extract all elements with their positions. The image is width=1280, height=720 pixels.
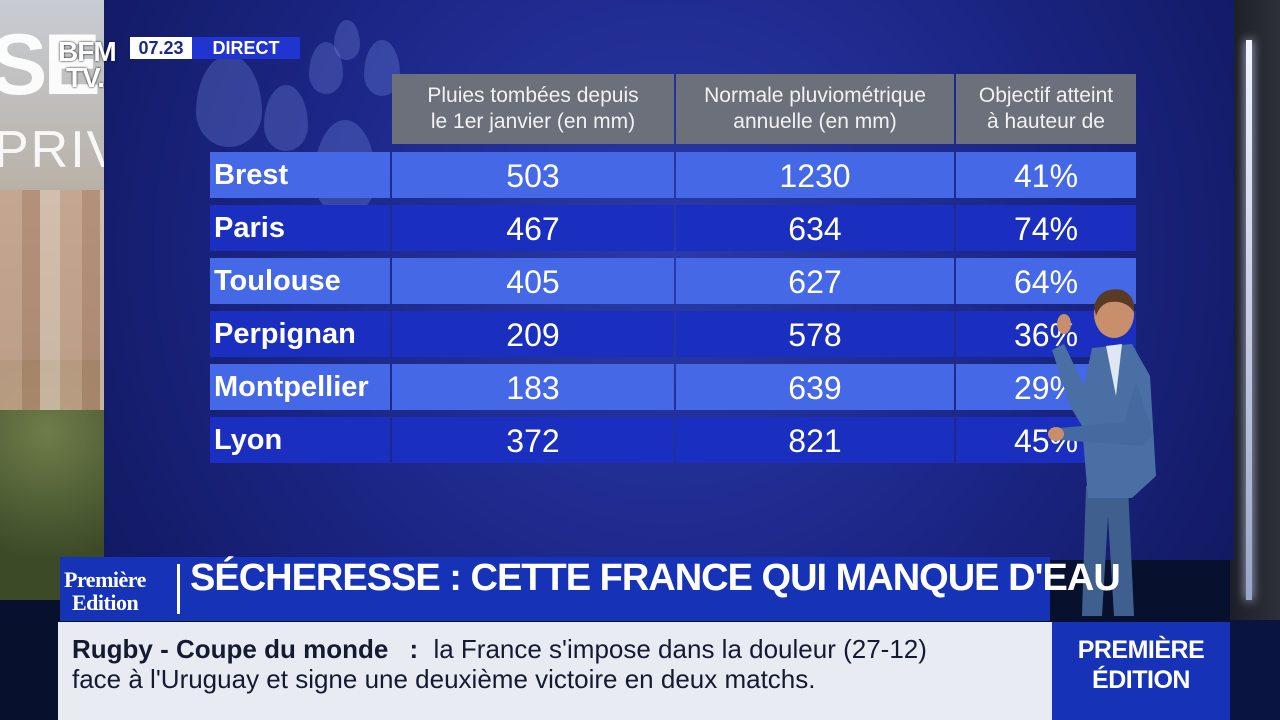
- ratio-value: 74%: [956, 205, 1136, 251]
- column-header-ratio: Objectif atteint à hauteur de: [956, 74, 1136, 144]
- city-name: Paris: [210, 205, 390, 251]
- table-row: Paris 467 634 74%: [210, 205, 1140, 251]
- show-logo: Première Edition: [60, 557, 176, 621]
- presenter-arm: [1060, 382, 1154, 446]
- presenter-hand: [1048, 427, 1064, 441]
- rain-value: 405: [392, 258, 674, 304]
- table-row: Lyon 372 821 45%: [210, 417, 1140, 463]
- city-name: Lyon: [210, 417, 390, 463]
- city-name: Toulouse: [210, 258, 390, 304]
- normal-value: 639: [676, 364, 954, 410]
- show-name-line-1: PREMIÈRE: [1077, 636, 1205, 664]
- rain-value: 372: [392, 417, 674, 463]
- table-row: Perpignan 209 578 36%: [210, 311, 1140, 357]
- rain-value: 209: [392, 311, 674, 357]
- headline-text: SÉCHERESSE : CETTE FRANCE QUI MANQUE D'E…: [190, 557, 1121, 599]
- village-houses: [0, 190, 118, 410]
- logo-line-1: BFM: [58, 36, 117, 67]
- city-name: Brest: [210, 152, 390, 198]
- city-name: Perpignan: [210, 311, 390, 357]
- background-lettering: SE: [0, 17, 101, 113]
- headline-bar: [60, 557, 1050, 621]
- presenter-figure: [1048, 289, 1156, 616]
- presenter-legs: [1082, 486, 1134, 616]
- show-logo-line-1: Première: [64, 567, 146, 592]
- raindrop-decoration: [334, 20, 360, 60]
- headline-separator: [177, 564, 180, 614]
- normal-value: 627: [676, 258, 954, 304]
- logo-line-2: TV.: [66, 62, 105, 93]
- raindrop-decoration: [264, 85, 308, 151]
- ticker-separator: :: [409, 634, 419, 664]
- studio-light-strip: [1246, 40, 1252, 600]
- table-row: Toulouse 405 627 64%: [210, 258, 1140, 304]
- rain-value: 503: [392, 152, 674, 198]
- normal-value: 821: [676, 417, 954, 463]
- rain-value: 183: [392, 364, 674, 410]
- rain-value: 467: [392, 205, 674, 251]
- ticker-topic: Rugby - Coupe du monde: [72, 634, 389, 664]
- presenter-hair: [1094, 289, 1135, 316]
- studio-left-photo: SE PRIVE: [0, 0, 158, 600]
- channel-logo: BFM TV.: [58, 36, 128, 93]
- ratio-value: 41%: [956, 152, 1136, 198]
- normal-value: 578: [676, 311, 954, 357]
- raindrop-decoration: [309, 42, 343, 94]
- city-name: Montpellier: [210, 364, 390, 410]
- presenter-jacket: [1052, 344, 1156, 498]
- ticker-text-2: face à l'Uruguay et signe une deuxième v…: [72, 664, 816, 694]
- studio-right-wall: [1230, 0, 1280, 620]
- table-row: Brest 503 1230 41%: [210, 152, 1140, 198]
- presenter-hand: [1057, 314, 1071, 334]
- show-name-line-2: ÉDITION: [1092, 666, 1190, 694]
- ticker-line-1: Rugby - Coupe du monde : la France s'imp…: [72, 634, 927, 665]
- news-ticker: Rugby - Coupe du monde : la France s'imp…: [58, 622, 1052, 720]
- normal-value: 634: [676, 205, 954, 251]
- ticker-text-1: la France s'impose dans la douleur (27-1…: [433, 634, 927, 664]
- live-badge: DIRECT: [192, 37, 300, 59]
- show-logo-line-2: Edition: [72, 590, 139, 615]
- raindrop-decoration: [196, 55, 262, 147]
- on-air-time: 07.23: [130, 37, 192, 59]
- normal-value: 1230: [676, 152, 954, 198]
- column-header-rain: Pluies tombées depuis le 1er janvier (en …: [392, 74, 674, 144]
- show-name-box: PREMIÈRE ÉDITION: [1052, 622, 1230, 720]
- presenter-shirt: [1106, 344, 1122, 396]
- table-row: Montpellier 183 639 29%: [210, 364, 1140, 410]
- corner-block: [1230, 620, 1280, 720]
- column-header-normal: Normale pluviométrique annuelle (en mm): [676, 74, 954, 144]
